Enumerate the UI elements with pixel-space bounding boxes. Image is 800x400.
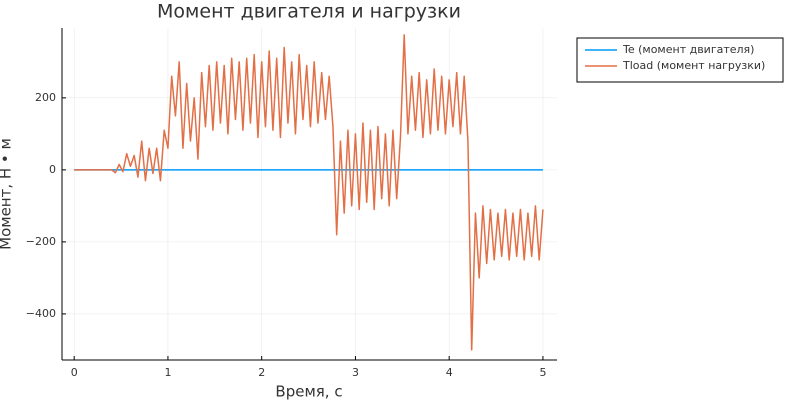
legend-label: Tload (момент нагрузки) <box>622 59 765 72</box>
legend-box <box>576 37 784 83</box>
line-series <box>74 34 544 351</box>
x-tick-label: 0 <box>71 366 78 379</box>
y-tick-label: 200 <box>35 91 56 104</box>
y-tick-label: −200 <box>26 235 56 248</box>
x-tick-label: 1 <box>164 366 171 379</box>
x-tick-label: 4 <box>446 366 453 379</box>
legend-label: Te (момент двигателя) <box>622 43 754 56</box>
chart-title: Момент двигателя и нагрузки <box>157 1 461 23</box>
x-tick-label: 2 <box>258 366 265 379</box>
y-axis-label: Момент, Н • м <box>0 138 15 250</box>
y-tick-label: 0 <box>49 163 56 176</box>
x-tick-label: 3 <box>352 366 359 379</box>
y-tick-label: −400 <box>26 307 56 320</box>
x-tick-label: 5 <box>539 366 546 379</box>
x-axis-label: Время, с <box>275 383 342 400</box>
